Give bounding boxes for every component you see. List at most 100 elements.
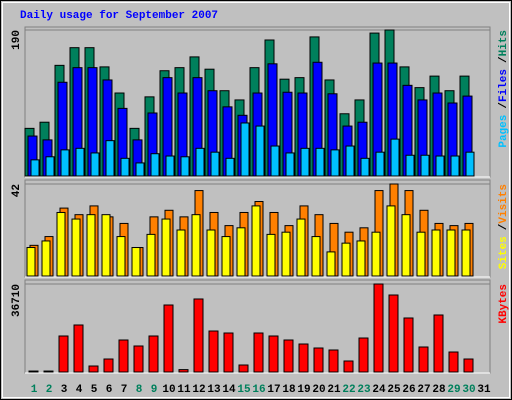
bar [178, 369, 189, 373]
bar [163, 304, 174, 373]
x-tick-label: 14 [222, 384, 236, 396]
x-tick-label: 19 [297, 384, 310, 396]
bar [161, 218, 171, 277]
bar [268, 335, 279, 373]
y-tick-label: 36710 [11, 284, 23, 317]
bar [71, 218, 81, 277]
bar [405, 154, 415, 177]
bar [330, 149, 340, 177]
bar [416, 231, 426, 277]
bar [180, 156, 190, 177]
x-tick-label: 11 [177, 384, 191, 396]
x-tick-label: 10 [162, 384, 175, 396]
bar [225, 157, 235, 177]
bar [448, 351, 459, 373]
bar [103, 358, 114, 373]
bar [26, 247, 36, 277]
legend: KBytes [498, 284, 510, 324]
bar [281, 231, 291, 277]
bar [431, 229, 441, 277]
bar [296, 218, 306, 277]
bar [446, 229, 456, 277]
bar [345, 145, 355, 177]
x-tick-label: 31 [477, 384, 491, 396]
bar [176, 229, 186, 277]
bar [388, 294, 399, 373]
x-tick-label: 15 [237, 384, 251, 396]
bar [300, 147, 310, 177]
bar [373, 283, 384, 373]
bar [315, 147, 325, 177]
bar [463, 358, 474, 373]
x-tick-label: 30 [462, 384, 475, 396]
bar [43, 370, 54, 373]
bar [298, 343, 309, 373]
x-tick-label: 3 [61, 384, 68, 396]
chart-title: Daily usage for September 2007 [20, 10, 218, 22]
legend-entry: Sites [498, 236, 510, 269]
bar [88, 365, 99, 373]
bar [465, 151, 475, 177]
y-tick-label: 190 [11, 30, 23, 50]
bar [195, 147, 205, 177]
bar [238, 364, 249, 373]
bar [60, 149, 70, 177]
bar [403, 317, 414, 373]
bar [148, 335, 159, 373]
bar [270, 145, 280, 177]
legend-separator: / [498, 56, 510, 63]
bar [285, 152, 295, 177]
bar [328, 349, 339, 373]
bar [433, 314, 444, 373]
bar [240, 122, 250, 177]
bar [86, 214, 96, 277]
x-tick-label: 9 [151, 384, 158, 396]
x-tick-label: 27 [417, 384, 430, 396]
legend: Pages/Files/Hits [498, 30, 510, 148]
bar [58, 335, 69, 373]
bar [236, 227, 246, 277]
bar [191, 214, 201, 277]
bar [283, 339, 294, 373]
x-tick-label: 16 [252, 384, 265, 396]
bar [131, 247, 141, 277]
bar [28, 370, 39, 373]
legend-entry: Files [498, 69, 510, 102]
bar [341, 242, 351, 277]
bar [135, 162, 145, 177]
bar [41, 240, 51, 277]
x-tick-label: 25 [387, 384, 401, 396]
bar [208, 330, 219, 373]
bar [75, 147, 85, 177]
bar [266, 233, 276, 277]
bar [371, 231, 381, 277]
legend-entry: KBytes [498, 284, 510, 324]
bar [418, 346, 429, 373]
bar [401, 214, 411, 277]
y-tick-label: 42 [11, 184, 23, 197]
x-tick-label: 2 [46, 384, 53, 396]
x-tick-label: 1 [31, 384, 38, 396]
bar [386, 205, 396, 277]
legend-entry: Hits [498, 30, 510, 56]
bar [45, 156, 55, 177]
bar [73, 324, 84, 373]
bar [120, 157, 130, 177]
x-tick-label: 26 [402, 384, 415, 396]
bar [223, 332, 234, 373]
legend-entry: Visits [498, 184, 510, 224]
bar [358, 337, 369, 373]
x-tick-label: 6 [106, 384, 113, 396]
bar [101, 214, 111, 277]
bar [255, 125, 265, 177]
bar [360, 157, 370, 177]
bar [311, 236, 321, 277]
bar [450, 155, 460, 177]
bar [150, 153, 160, 177]
bar [390, 138, 400, 177]
bar [253, 332, 264, 373]
bar [343, 360, 354, 373]
bar [118, 339, 129, 373]
